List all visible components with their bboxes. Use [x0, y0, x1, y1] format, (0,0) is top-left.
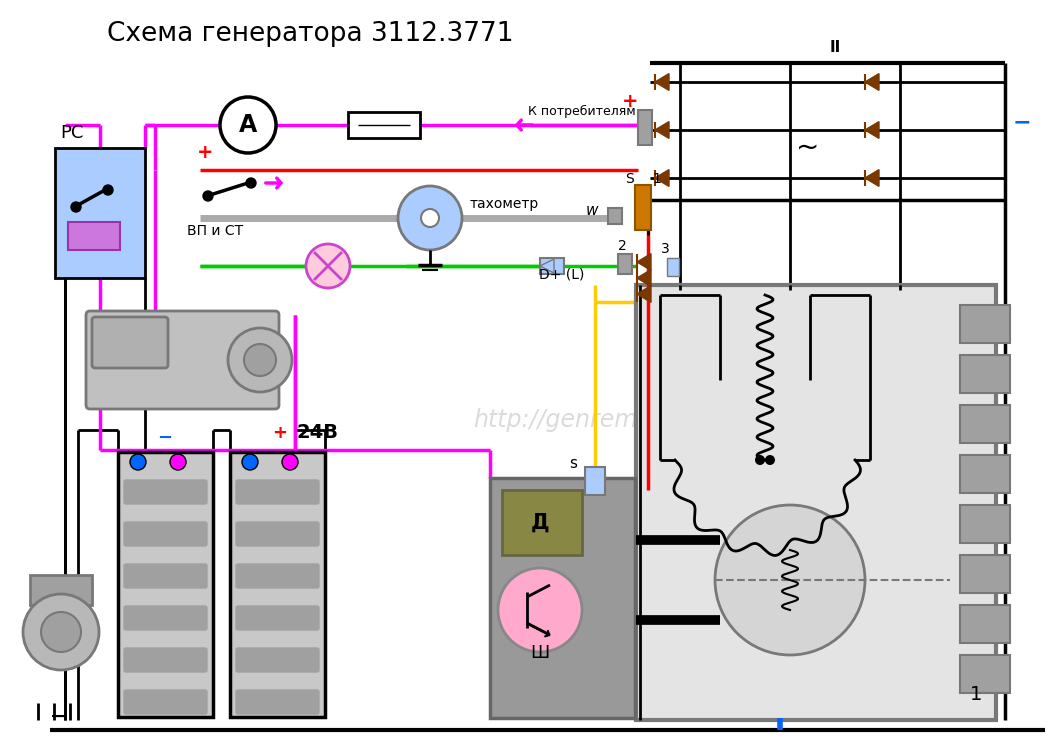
FancyBboxPatch shape [236, 606, 319, 630]
FancyBboxPatch shape [636, 285, 996, 720]
FancyBboxPatch shape [124, 648, 207, 672]
FancyBboxPatch shape [585, 467, 605, 495]
Circle shape [498, 568, 582, 652]
Polygon shape [540, 259, 554, 273]
Circle shape [244, 344, 276, 376]
Polygon shape [655, 122, 669, 138]
Polygon shape [655, 74, 669, 90]
FancyBboxPatch shape [230, 452, 325, 717]
Circle shape [246, 178, 257, 188]
FancyBboxPatch shape [236, 522, 319, 546]
FancyBboxPatch shape [124, 522, 207, 546]
FancyBboxPatch shape [236, 690, 319, 714]
Text: ВП и СТ: ВП и СТ [187, 224, 243, 238]
FancyBboxPatch shape [960, 455, 1010, 493]
FancyBboxPatch shape [960, 355, 1010, 393]
FancyBboxPatch shape [236, 648, 319, 672]
Polygon shape [637, 254, 651, 270]
Text: +: + [197, 143, 213, 162]
Text: D+ (L): D+ (L) [540, 267, 585, 281]
Polygon shape [865, 74, 879, 90]
FancyBboxPatch shape [667, 258, 679, 276]
Circle shape [306, 244, 350, 288]
Text: s: s [569, 456, 577, 471]
FancyBboxPatch shape [638, 110, 652, 145]
Text: S: S [625, 172, 634, 186]
Circle shape [228, 328, 292, 392]
Text: Д: Д [531, 513, 549, 533]
FancyBboxPatch shape [608, 208, 622, 224]
Circle shape [242, 454, 258, 470]
Circle shape [765, 455, 775, 465]
FancyBboxPatch shape [118, 452, 213, 717]
Circle shape [716, 505, 865, 655]
Text: +: + [622, 92, 638, 111]
Polygon shape [865, 170, 879, 186]
FancyBboxPatch shape [92, 317, 167, 368]
Text: РС: РС [60, 124, 84, 142]
Polygon shape [865, 122, 879, 138]
FancyBboxPatch shape [124, 480, 207, 504]
Text: А: А [238, 113, 258, 137]
Text: II: II [829, 40, 841, 55]
Polygon shape [637, 285, 651, 303]
FancyBboxPatch shape [960, 405, 1010, 443]
Circle shape [41, 612, 81, 652]
Text: К потребителям: К потребителям [528, 105, 636, 118]
Text: тахометр: тахометр [470, 197, 540, 211]
Text: −: − [1012, 112, 1031, 132]
FancyBboxPatch shape [540, 258, 564, 274]
Circle shape [220, 97, 276, 153]
FancyBboxPatch shape [502, 490, 582, 555]
FancyBboxPatch shape [960, 305, 1010, 343]
Circle shape [130, 454, 146, 470]
FancyBboxPatch shape [960, 655, 1010, 693]
FancyBboxPatch shape [348, 112, 420, 138]
Text: 2: 2 [618, 239, 626, 253]
FancyBboxPatch shape [124, 690, 207, 714]
FancyBboxPatch shape [618, 254, 632, 274]
FancyBboxPatch shape [236, 480, 319, 504]
Circle shape [398, 186, 462, 250]
Circle shape [71, 202, 81, 212]
FancyBboxPatch shape [960, 605, 1010, 643]
FancyBboxPatch shape [490, 478, 635, 718]
Text: 24В: 24В [296, 423, 338, 442]
FancyBboxPatch shape [960, 505, 1010, 543]
Circle shape [282, 454, 298, 470]
Text: ~: ~ [796, 134, 819, 162]
Text: Схема генератора 3112.3771: Схема генератора 3112.3771 [107, 21, 513, 47]
Polygon shape [655, 170, 669, 186]
Polygon shape [637, 270, 651, 286]
FancyBboxPatch shape [30, 575, 92, 605]
Circle shape [421, 209, 439, 227]
Text: 3: 3 [660, 242, 669, 256]
Text: http://genrem.narod.ru: http://genrem.narod.ru [474, 408, 746, 432]
Circle shape [23, 594, 99, 670]
Text: Ш: Ш [530, 644, 550, 662]
Circle shape [103, 185, 113, 195]
Circle shape [204, 191, 213, 201]
Circle shape [755, 455, 765, 465]
Text: −: − [158, 429, 173, 447]
FancyBboxPatch shape [236, 564, 319, 588]
Text: w: w [586, 203, 598, 218]
FancyBboxPatch shape [960, 555, 1010, 593]
Text: 1: 1 [970, 685, 983, 704]
Text: 1: 1 [653, 172, 661, 186]
FancyBboxPatch shape [68, 222, 120, 250]
FancyBboxPatch shape [124, 606, 207, 630]
Circle shape [170, 454, 185, 470]
FancyBboxPatch shape [55, 148, 145, 278]
Text: −: − [50, 707, 66, 726]
Text: +: + [272, 424, 287, 442]
FancyBboxPatch shape [635, 185, 651, 230]
FancyBboxPatch shape [86, 311, 279, 409]
FancyBboxPatch shape [124, 564, 207, 588]
